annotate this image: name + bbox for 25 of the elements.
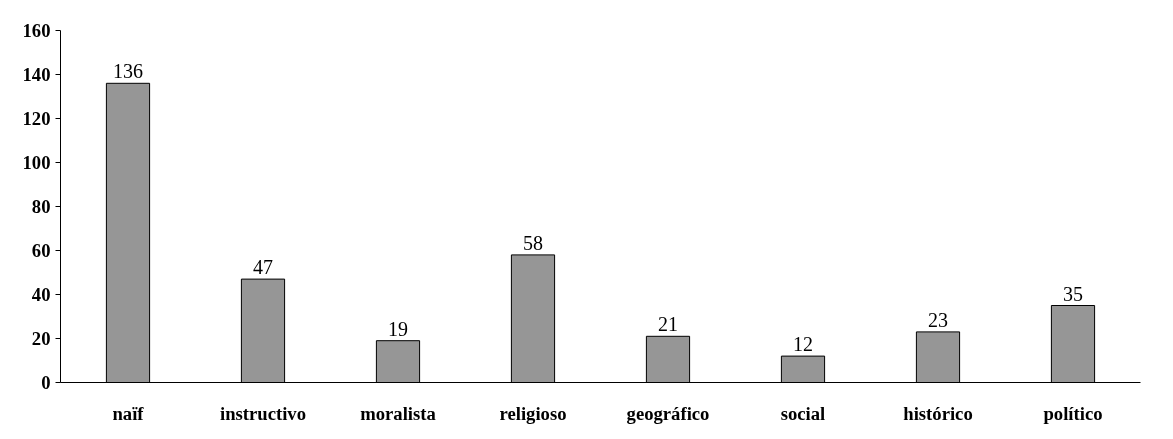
y-tick-label: 120 (22, 108, 51, 129)
y-tick-label: 0 (41, 372, 51, 393)
y-tick-label: 20 (31, 328, 51, 349)
y-tick-label: 160 (22, 20, 51, 41)
data-label: 23 (928, 308, 948, 331)
data-label: 35 (1063, 282, 1083, 305)
x-tick-label: instructivo (219, 402, 307, 424)
x-tick-label: político (1043, 402, 1103, 424)
y-tick-label: 60 (31, 240, 51, 261)
data-label: 21 (658, 313, 678, 336)
y-tick-label: 140 (22, 64, 51, 85)
data-label: 47 (253, 256, 273, 279)
data-label: 58 (523, 231, 543, 254)
data-label: 136 (113, 60, 143, 83)
y-tick-label: 100 (22, 152, 51, 173)
x-tick-label: naïf (112, 402, 145, 424)
x-tick-label: histórico (903, 402, 973, 424)
x-tick-label: social (780, 402, 826, 424)
x-tick-label: moralista (360, 402, 437, 424)
y-tick-label: 80 (31, 196, 51, 217)
y-tick-label: 40 (31, 284, 51, 305)
data-label: 12 (793, 333, 813, 356)
x-tick-label: geográfico (626, 402, 710, 424)
x-tick-label: religioso (499, 402, 567, 424)
data-label: 19 (388, 317, 408, 340)
